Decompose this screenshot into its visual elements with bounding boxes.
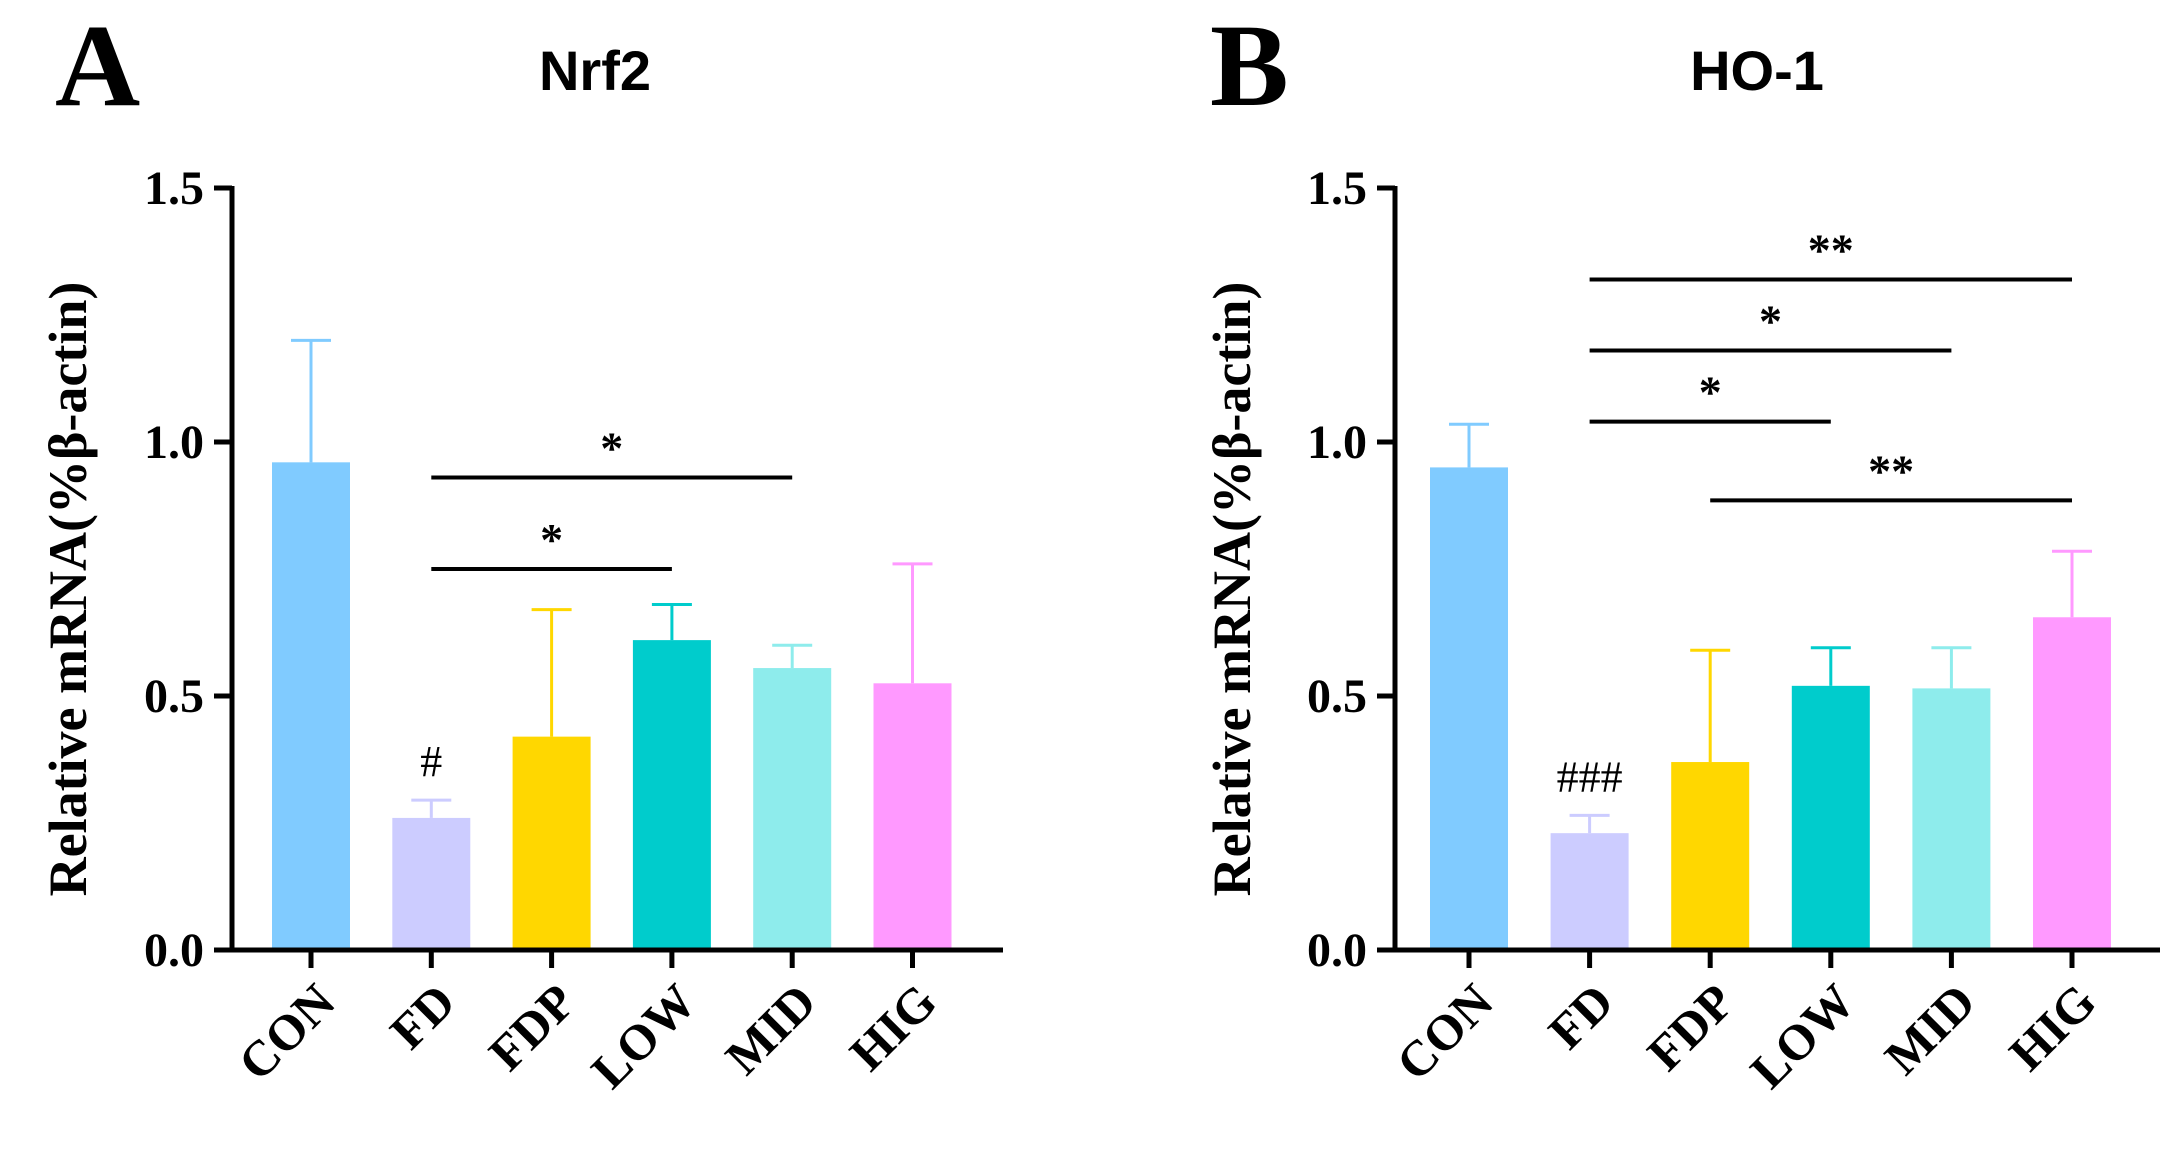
bar-hig <box>2033 617 2111 950</box>
panel-letter: A <box>55 0 140 131</box>
significance-marker: ### <box>1557 752 1623 801</box>
significance-label: * <box>1759 296 1782 347</box>
y-tick-label: 1.5 <box>144 162 204 215</box>
x-tick-label: FDP <box>478 973 586 1081</box>
y-tick-label: 0.5 <box>1307 670 1367 723</box>
x-tick-label: FD <box>379 973 466 1060</box>
bar-low <box>1791 685 1870 950</box>
y-tick-label: 1.0 <box>144 416 204 469</box>
bar-low <box>632 640 711 950</box>
bar-mid <box>753 668 832 950</box>
y-tick-label: 0.5 <box>144 670 204 723</box>
x-tick-label: CON <box>227 973 345 1091</box>
x-tick-label: FDP <box>1636 973 1744 1081</box>
y-axis-title: Relative mRNA(%β-actin) <box>1202 282 1262 897</box>
chart-panel-a: A Nrf2 Relative mRNA(%β-actin) 0.0 0.5 1.0 1.5… <box>38 0 1003 1099</box>
significance-label: * <box>1699 367 1722 418</box>
y-tick-label: 1.5 <box>1307 162 1367 215</box>
chart-title: Nrf2 <box>539 39 651 102</box>
significance-label: ** <box>1808 224 1854 275</box>
significance-label: * <box>600 423 623 474</box>
bar-fd <box>392 817 471 950</box>
x-tick-label: CON <box>1385 973 1503 1091</box>
significance-marker: # <box>420 737 442 786</box>
x-tick-label: LOW <box>1739 973 1865 1099</box>
y-tick-label: 0.0 <box>1307 924 1367 977</box>
x-tick-label: HIG <box>839 973 947 1081</box>
bar-fdp <box>512 736 591 950</box>
x-tick-label: MID <box>1874 973 1986 1085</box>
chart-panel-b: B HO-1 Relative mRNA(%β-actin) 0.0 0.5 1.0 1.5… <box>1202 0 2160 1099</box>
y-axis-title: Relative mRNA(%β-actin) <box>38 282 98 897</box>
y-tick-label: 1.0 <box>1307 416 1367 469</box>
bar-fd <box>1550 833 1629 950</box>
y-tick-label: 0.0 <box>144 924 204 977</box>
significance-label: ** <box>1868 445 1914 496</box>
bar-con <box>1430 467 1508 950</box>
chart-title: HO-1 <box>1690 39 1824 102</box>
x-tick-label: FD <box>1537 973 1624 1060</box>
x-tick-label: MID <box>714 973 826 1085</box>
x-tick-label: LOW <box>580 973 706 1099</box>
bar-mid <box>1912 688 1991 950</box>
x-tick-label: HIG <box>1998 973 2106 1081</box>
significance-label: * <box>540 514 563 565</box>
bar-con <box>272 462 350 950</box>
bar-fdp <box>1671 762 1750 950</box>
panel-letter: B <box>1210 0 1289 131</box>
bar-hig <box>873 683 952 950</box>
